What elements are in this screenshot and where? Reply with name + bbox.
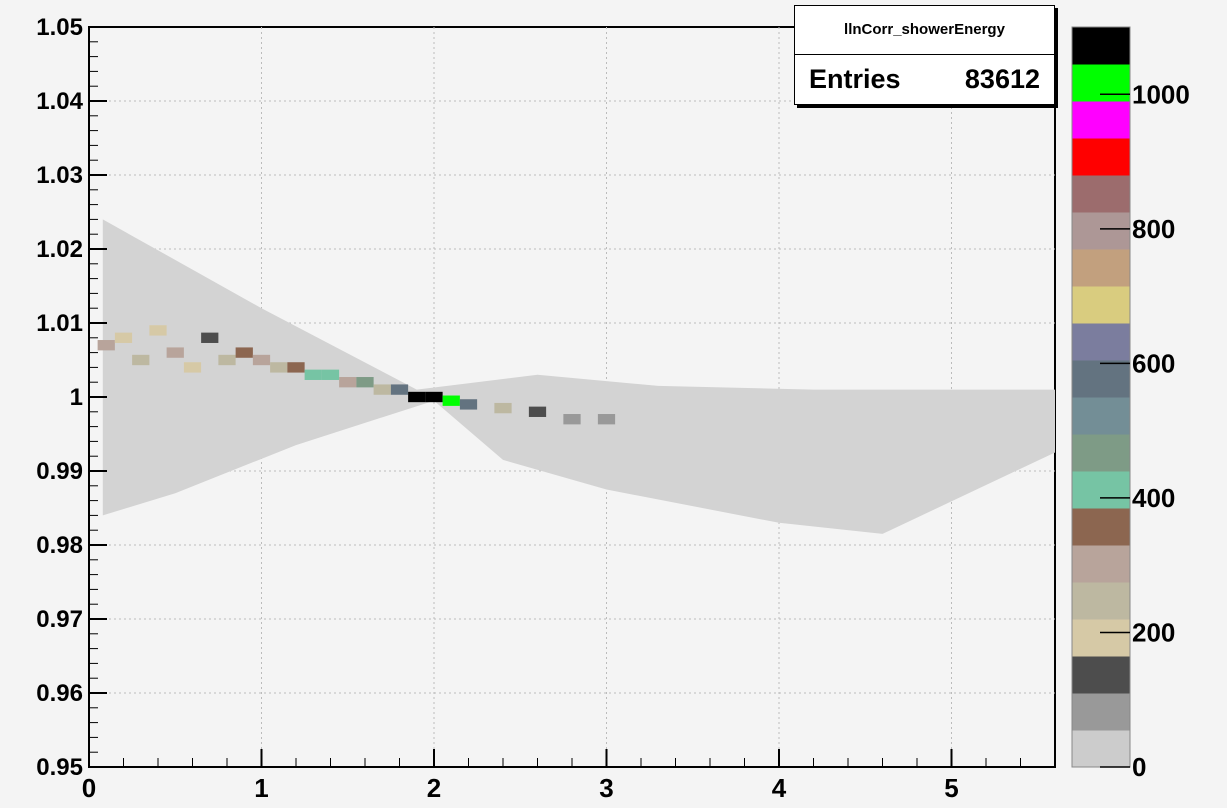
heatmap-bin	[408, 391, 426, 403]
heatmap-bin	[390, 384, 409, 395]
bin-region	[102, 219, 1056, 534]
heatmap-bin	[149, 325, 167, 336]
heatmap-bin	[528, 406, 547, 417]
z-tick-label: 0	[1132, 752, 1146, 782]
color-scale-swatch	[1072, 101, 1130, 139]
color-scale-swatch	[1072, 508, 1130, 546]
z-tick-label: 800	[1132, 214, 1175, 244]
x-tick-label: 1	[254, 773, 268, 803]
x-tick-label: 3	[599, 773, 613, 803]
y-tick-label: 0.99	[36, 458, 83, 485]
color-scale-swatch	[1072, 656, 1130, 694]
x-tick-label: 4	[772, 773, 787, 803]
data-bins	[97, 325, 616, 425]
heatmap-bin	[166, 347, 184, 358]
y-axis: 0.95 0.96 0.97 0.98 0.99 1 1.01 1.02 1.03 1.04 1.0…	[36, 14, 107, 781]
color-scale-swatch	[1072, 397, 1130, 435]
z-tick-label: 1000	[1132, 79, 1190, 109]
color-scale-swatch	[1072, 582, 1130, 620]
color-scale-swatch	[1072, 323, 1130, 361]
heatmap-bin	[114, 332, 133, 343]
heatmap-bin	[425, 391, 443, 403]
y-tick-label: 0.95	[36, 754, 83, 781]
color-scale-swatch	[1072, 434, 1130, 472]
y-tick-label: 1.05	[36, 14, 83, 41]
heatmap-bin	[287, 362, 305, 373]
heatmap-bin	[304, 369, 322, 380]
heatmap-bin	[132, 354, 150, 366]
heatmap-bin	[494, 402, 512, 414]
x-tick-label: 2	[427, 773, 441, 803]
color-scale-swatch	[1072, 619, 1130, 657]
heatmap-bin	[321, 369, 340, 380]
heatmap-bin	[339, 377, 357, 388]
y-tick-label: 0.96	[36, 680, 83, 707]
heatmap-bin	[97, 340, 115, 351]
color-scale-swatch	[1072, 730, 1130, 768]
color-scale-swatch	[1072, 27, 1130, 65]
heatmap-bin	[235, 347, 253, 358]
heatmap-bin	[356, 377, 374, 388]
color-scale-swatch	[1072, 471, 1130, 509]
heatmap-bin	[218, 354, 236, 366]
y-tick-label: 1.03	[36, 162, 83, 189]
entries-value: 83612	[964, 64, 1040, 94]
color-scale-swatch	[1072, 286, 1130, 324]
heatmap-bin	[459, 399, 478, 410]
heatmap-bin	[373, 384, 391, 395]
y-tick-label: 1.01	[36, 310, 83, 337]
heatmap-bin	[597, 414, 616, 425]
color-scale-swatch	[1072, 545, 1130, 583]
color-scale-swatch	[1072, 175, 1130, 213]
z-tick-label: 400	[1132, 483, 1175, 513]
color-scale-swatch	[1072, 138, 1130, 176]
stats-title: llnCorr_showerEnergy	[795, 6, 1054, 55]
z-tick-label: 600	[1132, 348, 1175, 378]
y-tick-label: 0.97	[36, 606, 83, 633]
background-distribution	[102, 219, 1056, 534]
stats-entries: Entries 83612	[795, 55, 1054, 103]
y-tick-label: 0.98	[36, 532, 83, 559]
heatmap-bin	[270, 362, 288, 373]
y-tick-label: 1.04	[36, 88, 83, 115]
color-scale: 0 200 400 600 800 1000	[1071, 26, 1190, 782]
z-tick-label: 200	[1132, 617, 1175, 647]
x-tick-label: 5	[944, 773, 958, 803]
stats-box: llnCorr_showerEnergy Entries 83612	[794, 5, 1055, 105]
heatmap-bin	[252, 354, 271, 366]
color-scale-swatch	[1072, 64, 1130, 102]
entries-label: Entries	[809, 64, 901, 94]
color-scale-swatch	[1072, 360, 1130, 398]
color-scale-swatch	[1072, 249, 1130, 287]
heatmap-bin	[183, 362, 202, 373]
color-scale-swatch	[1072, 212, 1130, 250]
heatmap-bin	[442, 395, 460, 406]
heatmap-bin	[201, 332, 219, 343]
y-tick-label: 1	[70, 384, 83, 411]
color-scale-swatch	[1072, 693, 1130, 731]
x-axis: 0 1 2 3 4 5	[82, 749, 1021, 803]
heatmap-bin	[563, 414, 581, 425]
x-tick-label: 0	[82, 773, 96, 803]
y-tick-label: 1.02	[36, 236, 83, 263]
